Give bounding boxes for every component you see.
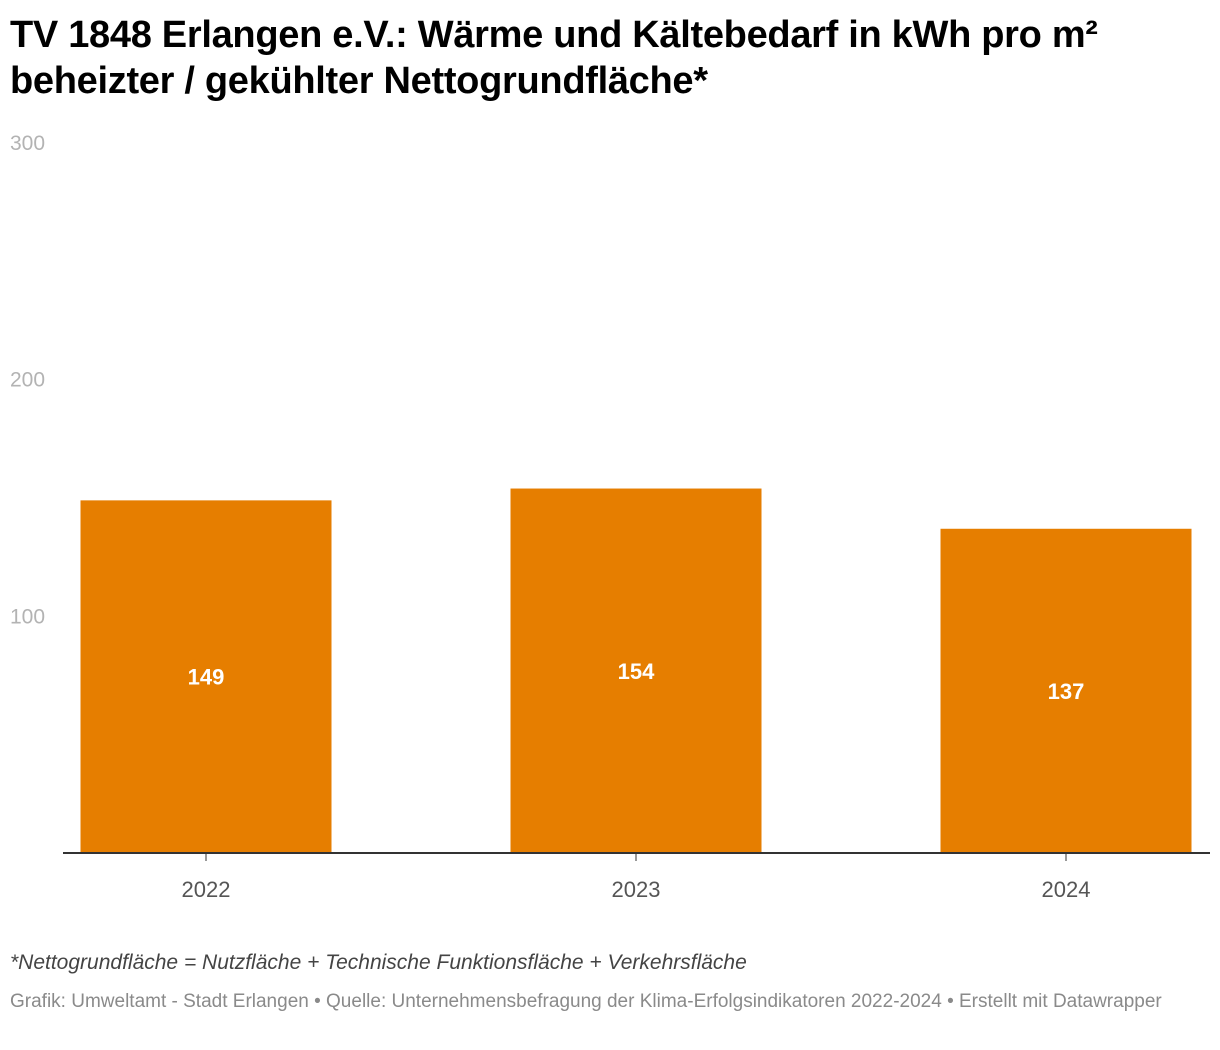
- y-axis-ticks: 100 200 300: [10, 132, 45, 628]
- x-tick-label-2023: 2023: [612, 877, 661, 902]
- value-label-2024: 137: [1048, 679, 1085, 704]
- value-label-2023: 154: [618, 659, 655, 684]
- bar-2024: [940, 528, 1192, 853]
- y-tick-label-200: 200: [10, 369, 45, 392]
- x-tick-label-2024: 2024: [1042, 877, 1091, 902]
- bars: [80, 488, 1192, 853]
- value-label-2022: 149: [188, 665, 225, 690]
- source-credit: Grafik: Umweltamt - Stadt Erlangen • Que…: [10, 991, 1162, 1012]
- bar-2023: [510, 488, 762, 853]
- x-tick-label-2022: 2022: [182, 877, 231, 902]
- y-tick-label-100: 100: [10, 605, 45, 628]
- bar-2022: [80, 500, 332, 853]
- y-tick-label-300: 300: [10, 132, 45, 155]
- footnote: *Nettogrundfläche = Nutzfläche + Technis…: [10, 951, 747, 974]
- value-labels: 149 154 137: [188, 659, 1085, 704]
- x-axis-ticks: 2022 2023 2024: [182, 853, 1091, 902]
- chart-title: TV 1848 Erlangen e.V.: Wärme und Kältebe…: [10, 14, 1098, 102]
